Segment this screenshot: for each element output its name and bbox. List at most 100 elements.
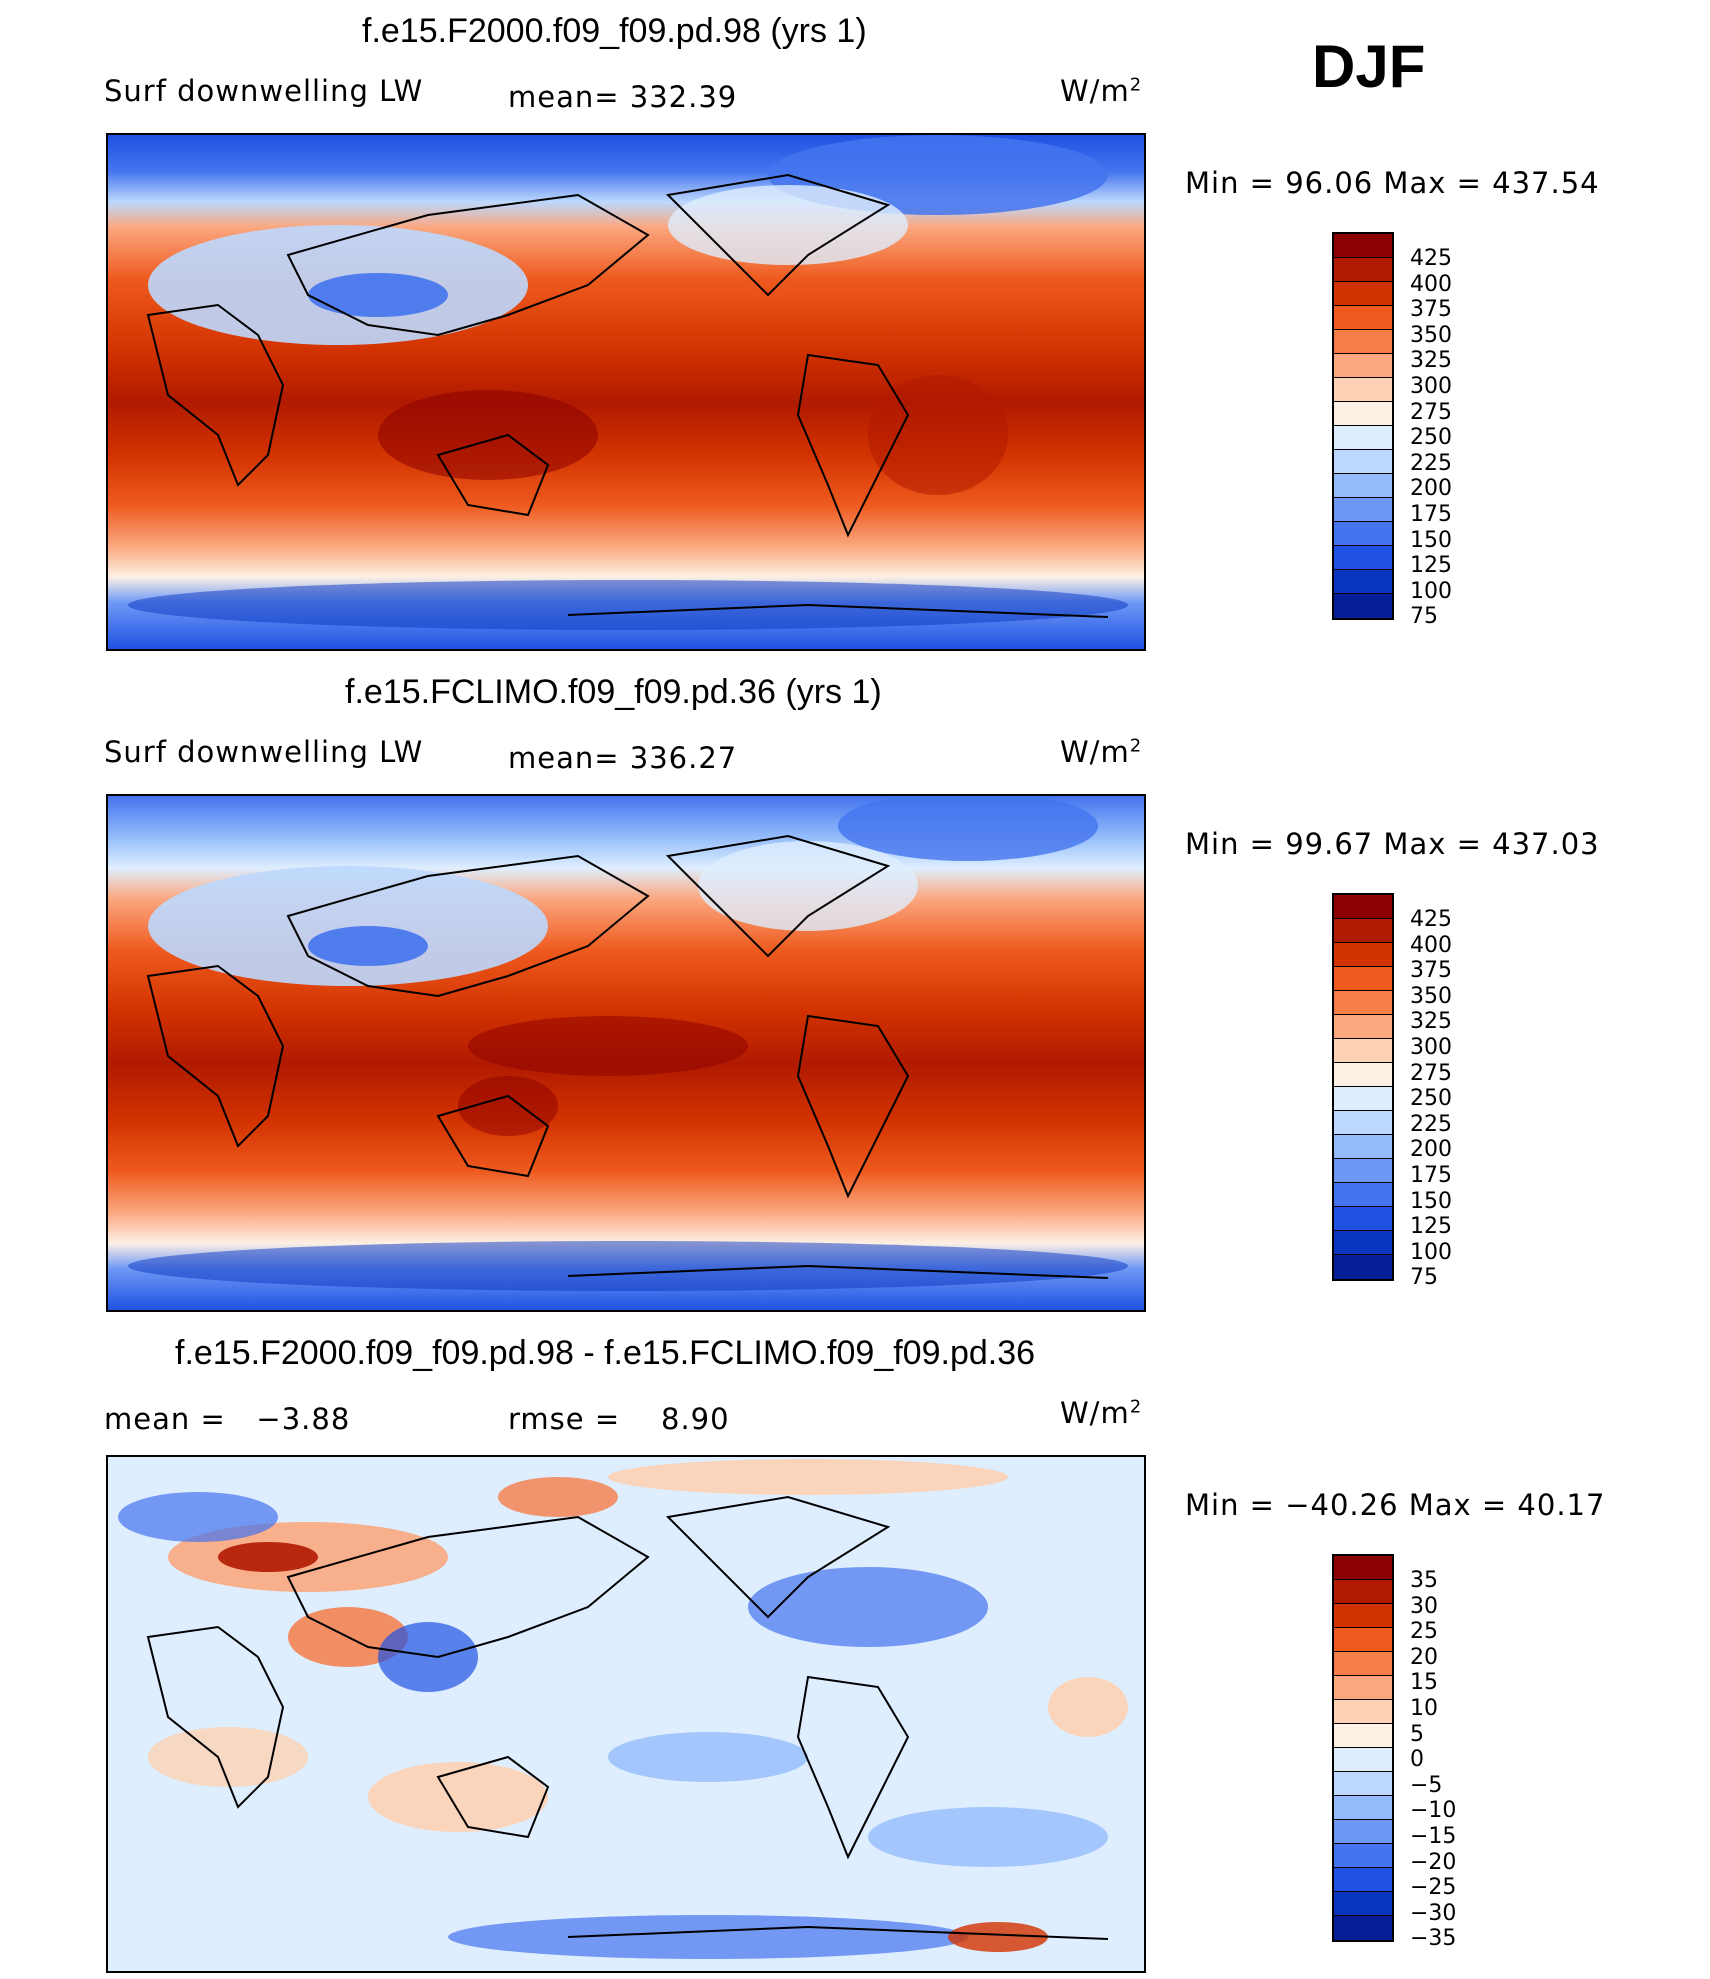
colorbar-tick: 275 [1410, 400, 1452, 425]
colorbar-tick: 175 [1410, 502, 1452, 527]
colorbar-tick: 250 [1410, 425, 1452, 450]
colorbar-swatch [1334, 1159, 1392, 1183]
panel-2-colorbar [1332, 893, 1394, 1281]
colorbar-tick: 400 [1410, 272, 1452, 297]
colorbar-tick: 100 [1410, 579, 1452, 604]
colorbar-tick: −20 [1410, 1850, 1457, 1875]
panel-1-variable: Surf downwelling LW [104, 74, 424, 108]
colorbar-swatch [1334, 967, 1392, 991]
panel-2-mean: mean= 336.27 [508, 741, 738, 775]
colorbar-swatch [1334, 1255, 1392, 1279]
panel-3-minmax: Min = −40.26 Max = 40.17 [1185, 1488, 1606, 1522]
panel-1-map [106, 133, 1146, 651]
colorbar-swatch [1334, 1844, 1392, 1868]
colorbar-swatch [1334, 354, 1392, 378]
colorbar-tick: −25 [1410, 1875, 1457, 1900]
colorbar-swatch [1334, 234, 1392, 258]
panel-2-map [106, 794, 1146, 1312]
panel-2-minmax: Min = 99.67 Max = 437.03 [1185, 827, 1600, 861]
colorbar-swatch [1334, 1748, 1392, 1772]
colorbar-swatch [1334, 1700, 1392, 1724]
colorbar-tick: 325 [1410, 348, 1452, 373]
colorbar-tick: 350 [1410, 984, 1452, 1009]
colorbar-swatch [1334, 895, 1392, 919]
colorbar-swatch [1334, 1628, 1392, 1652]
colorbar-swatch [1334, 1892, 1392, 1916]
colorbar-tick: 225 [1410, 1112, 1452, 1137]
colorbar-tick: −5 [1410, 1773, 1443, 1798]
panel-1-colorbar [1332, 232, 1394, 620]
colorbar-tick: 75 [1410, 1265, 1438, 1290]
panel-1-minmax: Min = 96.06 Max = 437.54 [1185, 166, 1600, 200]
colorbar-tick: 75 [1410, 604, 1438, 629]
colorbar-swatch [1334, 1015, 1392, 1039]
colorbar-tick: 0 [1410, 1747, 1424, 1772]
colorbar-swatch [1334, 402, 1392, 426]
colorbar-tick: 15 [1410, 1670, 1438, 1695]
colorbar-swatch [1334, 498, 1392, 522]
colorbar-swatch [1334, 991, 1392, 1015]
colorbar-swatch [1334, 1772, 1392, 1796]
colorbar-swatch [1334, 570, 1392, 594]
colorbar-swatch [1334, 522, 1392, 546]
panel-2-units: W/m2 [1060, 735, 1143, 769]
colorbar-swatch [1334, 1183, 1392, 1207]
colorbar-swatch [1334, 594, 1392, 618]
colorbar-swatch [1334, 943, 1392, 967]
colorbar-swatch [1334, 546, 1392, 570]
colorbar-swatch [1334, 258, 1392, 282]
colorbar-swatch [1334, 282, 1392, 306]
colorbar-swatch [1334, 378, 1392, 402]
panel-1-units: W/m2 [1060, 74, 1143, 108]
colorbar-swatch [1334, 1039, 1392, 1063]
colorbar-tick: 300 [1410, 374, 1452, 399]
colorbar-swatch [1334, 1135, 1392, 1159]
colorbar-tick: 375 [1410, 297, 1452, 322]
colorbar-swatch [1334, 1063, 1392, 1087]
colorbar-tick: −10 [1410, 1798, 1457, 1823]
colorbar-swatch [1334, 450, 1392, 474]
colorbar-tick: −15 [1410, 1824, 1457, 1849]
colorbar-tick: 200 [1410, 476, 1452, 501]
colorbar-tick: 5 [1410, 1722, 1424, 1747]
colorbar-tick: 25 [1410, 1619, 1438, 1644]
colorbar-swatch [1334, 919, 1392, 943]
colorbar-swatch [1334, 1676, 1392, 1700]
colorbar-tick: 10 [1410, 1696, 1438, 1721]
colorbar-swatch [1334, 330, 1392, 354]
colorbar-swatch [1334, 1231, 1392, 1255]
colorbar-tick: 225 [1410, 451, 1452, 476]
panel-1-mean: mean= 332.39 [508, 80, 738, 114]
colorbar-tick: 375 [1410, 958, 1452, 983]
colorbar-tick: 425 [1410, 246, 1452, 271]
colorbar-swatch [1334, 1796, 1392, 1820]
colorbar-tick: 150 [1410, 1189, 1452, 1214]
colorbar-swatch [1334, 1604, 1392, 1628]
colorbar-tick: 35 [1410, 1568, 1438, 1593]
colorbar-swatch [1334, 1580, 1392, 1604]
colorbar-tick: 20 [1410, 1645, 1438, 1670]
panel-3-map [106, 1455, 1146, 1973]
colorbar-swatch [1334, 474, 1392, 498]
colorbar-tick: 200 [1410, 1137, 1452, 1162]
panel-1-title: f.e15.F2000.f09_f09.pd.98 (yrs 1) [362, 12, 867, 50]
colorbar-tick: 150 [1410, 528, 1452, 553]
colorbar-tick: 100 [1410, 1240, 1452, 1265]
season-label: DJF [1312, 33, 1426, 100]
panel-3-title: f.e15.F2000.f09_f09.pd.98 - f.e15.FCLIMO… [175, 1334, 1036, 1372]
colorbar-swatch [1334, 1556, 1392, 1580]
colorbar-tick: 30 [1410, 1594, 1438, 1619]
panel-3-mean: mean = −3.88 [104, 1402, 351, 1436]
colorbar-swatch [1334, 1111, 1392, 1135]
colorbar-swatch [1334, 1087, 1392, 1111]
colorbar-tick: 300 [1410, 1035, 1452, 1060]
colorbar-tick: 275 [1410, 1061, 1452, 1086]
colorbar-swatch [1334, 1724, 1392, 1748]
colorbar-tick: 175 [1410, 1163, 1452, 1188]
colorbar-tick: 400 [1410, 933, 1452, 958]
colorbar-tick: −30 [1410, 1901, 1457, 1926]
colorbar-tick: 350 [1410, 323, 1452, 348]
colorbar-tick: 250 [1410, 1086, 1452, 1111]
colorbar-tick: 425 [1410, 907, 1452, 932]
panel-2-title: f.e15.FCLIMO.f09_f09.pd.36 (yrs 1) [345, 673, 882, 711]
